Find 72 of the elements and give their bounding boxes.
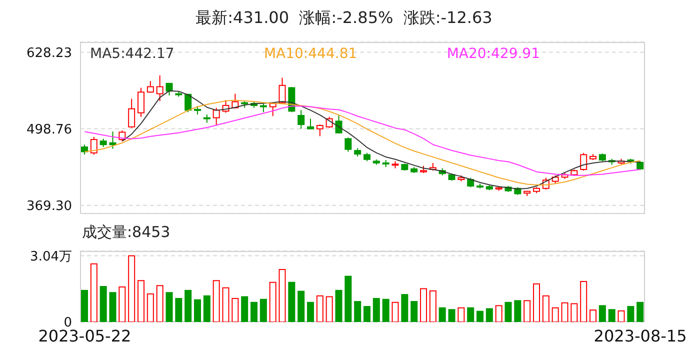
line-series <box>84 106 641 176</box>
bar <box>335 290 342 322</box>
chart-title: 最新:431.00 涨幅:-2.85% 涨跌:-12.63 <box>194 8 494 29</box>
bar <box>486 308 493 322</box>
bar <box>458 307 465 322</box>
text: MA20:429.91 <box>446 46 540 62</box>
chart-title: 成交量:8453 <box>82 223 170 242</box>
bar <box>618 310 625 322</box>
bar <box>598 305 606 322</box>
bar <box>570 303 578 322</box>
bar <box>344 276 352 322</box>
bar <box>269 282 276 322</box>
bar <box>326 296 333 322</box>
bar <box>561 302 568 322</box>
bar <box>420 288 427 322</box>
bar <box>542 295 550 322</box>
bar <box>298 290 305 322</box>
bar <box>504 302 512 322</box>
bar <box>524 300 531 322</box>
y-tick-label: 369.30 <box>26 198 72 214</box>
bar <box>448 309 456 322</box>
bar <box>138 280 144 322</box>
bar <box>495 305 502 322</box>
y-tick-label: 3.04万 <box>30 249 72 264</box>
candlestick <box>298 110 305 130</box>
bar <box>278 269 286 322</box>
bar <box>250 302 258 322</box>
bar <box>260 298 267 322</box>
text: MA5:442.17 <box>90 46 174 62</box>
bar <box>109 292 116 322</box>
bar <box>175 298 182 322</box>
bar <box>354 301 362 322</box>
bar <box>194 299 201 322</box>
bar <box>156 285 164 322</box>
bar <box>382 298 390 322</box>
bar <box>476 310 484 322</box>
bar <box>372 298 380 322</box>
bar <box>467 307 474 322</box>
bar <box>552 307 559 322</box>
bar <box>438 307 446 322</box>
bar <box>533 283 540 322</box>
bar <box>203 295 210 322</box>
bar <box>392 302 399 322</box>
bar <box>401 294 408 322</box>
y-tick-label: 498.76 <box>26 122 72 138</box>
bar <box>90 263 98 322</box>
bar <box>232 298 239 322</box>
bar <box>410 301 418 322</box>
bar <box>81 290 88 322</box>
x-tick-label: 2023-08-15 <box>594 326 687 346</box>
bar <box>580 280 588 322</box>
y-tick-label: 628.23 <box>26 46 72 61</box>
bar <box>212 280 220 322</box>
text: MA10:444.81 <box>264 46 358 62</box>
bar <box>241 296 248 322</box>
bar <box>608 309 616 322</box>
bar <box>514 300 522 322</box>
bar <box>429 290 436 322</box>
bar <box>636 302 644 322</box>
bar <box>316 295 324 322</box>
bar <box>146 293 154 322</box>
bar <box>627 306 634 322</box>
bar <box>118 286 126 322</box>
bar <box>288 282 296 322</box>
bar <box>166 292 173 322</box>
bar <box>364 306 370 322</box>
bar <box>590 310 596 322</box>
bar <box>222 287 230 322</box>
bar <box>184 290 192 322</box>
bar <box>100 286 107 322</box>
bar <box>128 255 136 322</box>
bar <box>307 302 314 322</box>
